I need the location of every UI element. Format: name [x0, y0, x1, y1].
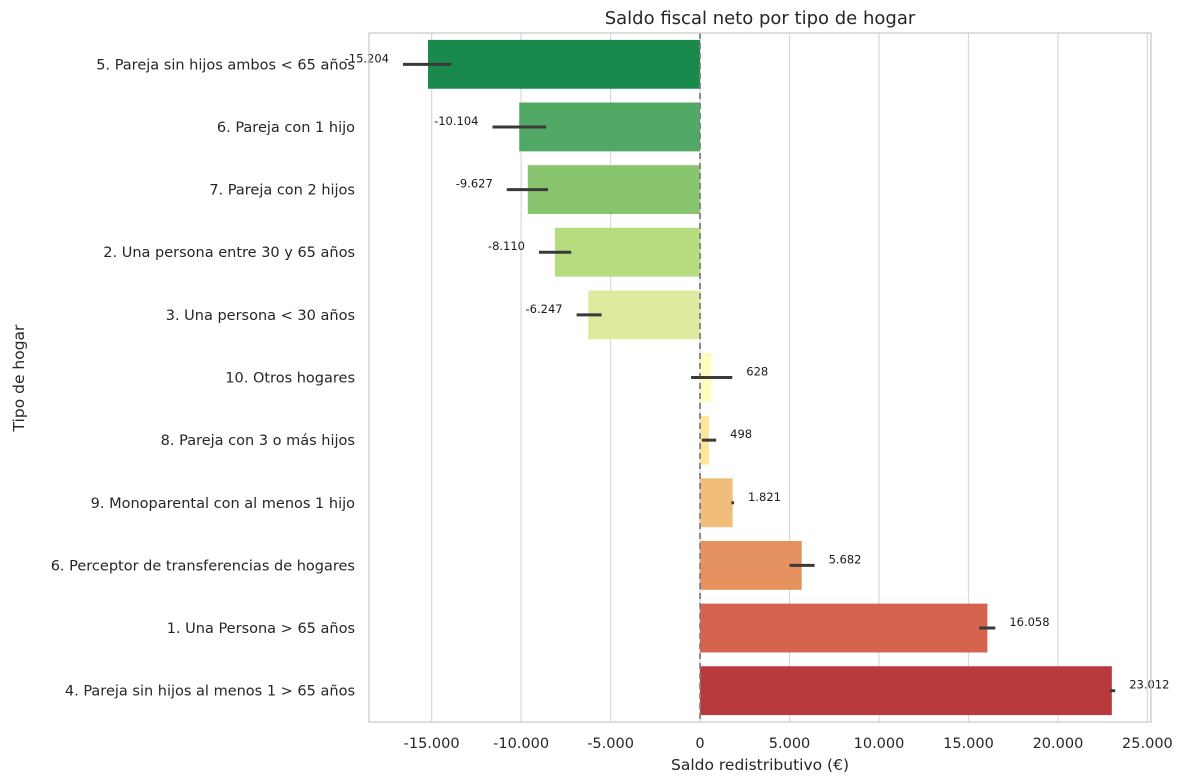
category-label: 1. Una Persona > 65 años [167, 621, 355, 637]
category-label: 7. Pareja con 2 hijos [209, 183, 355, 199]
x-tick-label: -15.000 [404, 736, 460, 752]
bar [427, 39, 701, 89]
data-labels: -15.204 -10.104 -9.627 -8.110 -6.247 628 498 1.… [345, 51, 1170, 691]
x-tick-label: 10.000 [854, 736, 905, 752]
data-label: -15.204 [345, 51, 389, 65]
category-label: 5. Pareja sin hijos ambos < 65 años [96, 57, 355, 73]
data-label: 628 [746, 365, 768, 379]
bar [588, 290, 701, 340]
category-label: 9. Monoparental con al menos 1 hijo [91, 496, 355, 512]
category-label: 8. Pareja con 3 o más hijos [161, 433, 355, 449]
x-tick-label: 15.000 [943, 736, 994, 752]
bar [519, 102, 701, 152]
data-label: 1.821 [748, 490, 781, 504]
bar [554, 227, 701, 277]
data-label: -10.104 [434, 114, 478, 128]
bar [527, 165, 701, 215]
category-label: 3. Una persona < 30 años [166, 308, 355, 324]
category-label: 6. Perceptor de transferencias de hogare… [51, 558, 355, 574]
data-label: 498 [730, 427, 752, 441]
plot-frame [368, 32, 1152, 723]
bars [427, 39, 1112, 716]
category-label: 10. Otros hogares [225, 371, 355, 387]
x-tick-label: 20.000 [1033, 736, 1084, 752]
x-axis-ticks: -15.000 -10.000 -5.000 0 5.000 10.000 15.000 20… [404, 736, 1173, 752]
x-tick-label: -5.000 [587, 736, 634, 752]
category-label: 6. Pareja con 1 hijo [217, 120, 355, 136]
data-label: 23.012 [1129, 678, 1169, 692]
plot-border [368, 32, 1152, 723]
x-tick-label: 25.000 [1122, 736, 1173, 752]
chart-title: Saldo fiscal neto por tipo de hogar [605, 8, 916, 29]
x-axis-title: Saldo redistributivo (€) [671, 756, 849, 774]
y-axis-title: Tipo de hogar [10, 324, 28, 432]
x-tick-label: 0 [695, 736, 704, 752]
bar [700, 478, 733, 528]
category-label: 4. Pareja sin hijos al menos 1 > 65 años [65, 684, 355, 700]
data-label: -9.627 [456, 177, 493, 191]
data-label: -8.110 [488, 239, 525, 253]
bar [700, 666, 1112, 716]
data-label: 5.682 [829, 552, 862, 566]
data-label: 16.058 [1009, 615, 1049, 629]
data-label: -6.247 [526, 302, 563, 316]
category-label: 2. Una persona entre 30 y 65 años [103, 245, 355, 261]
bar [700, 540, 802, 590]
bar [700, 603, 988, 653]
y-axis-categories: 5. Pareja sin hijos ambos < 65 años 6. Pa… [51, 57, 355, 699]
x-tick-label: 5.000 [769, 736, 811, 752]
x-tick-label: -10.000 [493, 736, 549, 752]
error-bars [403, 62, 1116, 693]
